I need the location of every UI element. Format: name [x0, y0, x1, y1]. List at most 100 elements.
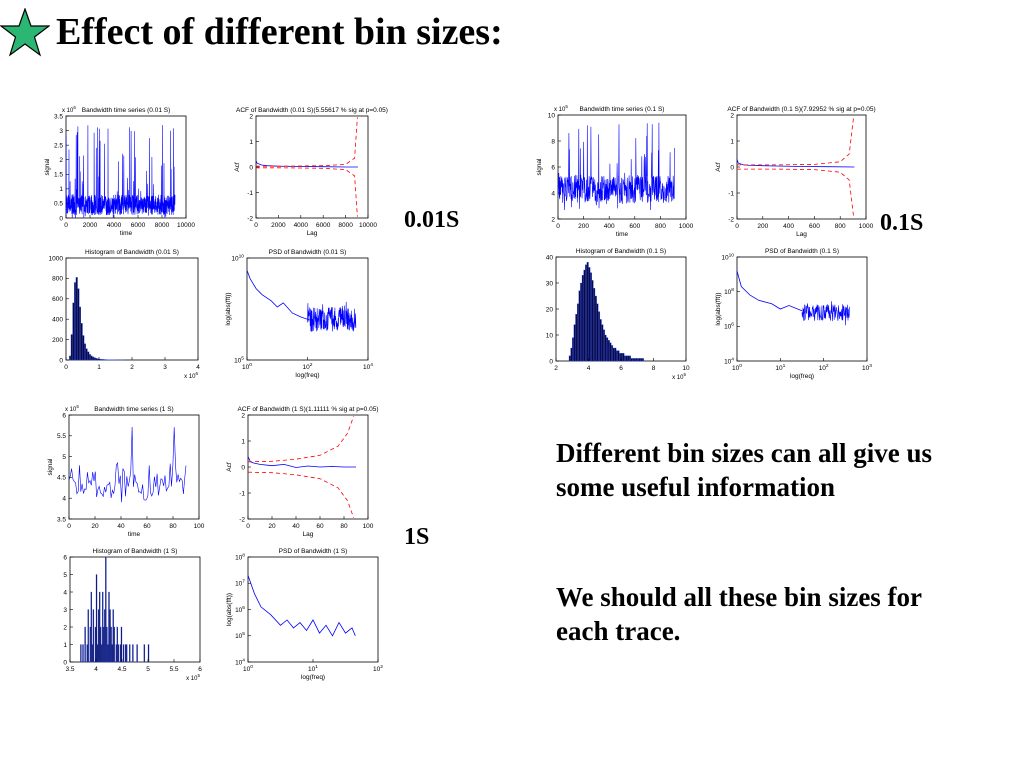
- histogram-bar: [85, 348, 88, 361]
- series-line: [246, 270, 314, 322]
- y-axis-label: signal: [47, 458, 54, 476]
- x-tick-label: 8: [652, 365, 656, 372]
- y-tick-label: 0: [241, 464, 245, 471]
- histogram-bar: [112, 609, 114, 663]
- histogram-bar: [111, 644, 113, 663]
- y-axis-label: signal: [44, 158, 51, 176]
- series-line: [65, 125, 176, 219]
- histogram-bar: [588, 267, 591, 362]
- y-tick-label: 3.5: [57, 516, 66, 523]
- y-tick-label: -1: [247, 190, 253, 197]
- series-line: [68, 426, 187, 503]
- y-tick-label: 1: [249, 139, 253, 146]
- y-tick-label: 3: [59, 128, 63, 135]
- histogram-bar: [102, 591, 104, 663]
- x-tick-label: 3: [163, 364, 167, 371]
- x-tick-label: 100: [242, 362, 252, 371]
- histogram-bar: [625, 355, 628, 362]
- histogram-bar: [98, 591, 101, 663]
- x-tick-label: 0: [64, 222, 68, 229]
- y-tick-label: 4: [551, 190, 555, 197]
- x-tick-label: 0: [64, 364, 68, 371]
- histogram-bar: [90, 591, 92, 663]
- histogram-bar: [607, 340, 610, 362]
- y-tick-label: 5.5: [57, 433, 66, 440]
- x-tick-label: 5: [146, 666, 150, 673]
- histogram-bar: [94, 626, 97, 663]
- x-tick-label: 102: [373, 664, 383, 673]
- y-tick-label: 2: [59, 157, 63, 164]
- histogram-bar: [598, 311, 601, 362]
- x-tick-label: 2000: [271, 222, 286, 229]
- histogram-bar: [143, 644, 146, 663]
- x-tick-label: 800: [655, 223, 666, 230]
- y-tick-label: 106: [724, 322, 734, 331]
- y-tick-label: 0: [249, 164, 253, 171]
- y-tick-label: 6: [551, 164, 555, 171]
- histogram-bar: [615, 350, 618, 362]
- histogram-bar: [589, 272, 592, 362]
- histogram-bar: [599, 319, 602, 362]
- x-axis-label: log(freq): [301, 674, 325, 681]
- series-line: [256, 117, 358, 167]
- chart-title: Bandwidth time series (1 S): [94, 406, 173, 413]
- note-all-bin-sizes: We should all these bin sizes for each t…: [556, 582, 922, 646]
- histogram-bar: [633, 358, 636, 362]
- histogram-bar: [74, 282, 77, 361]
- y-axis-label: Acf: [715, 162, 722, 172]
- histogram-bar: [84, 343, 86, 361]
- y-tick-label: 1000: [49, 255, 64, 262]
- histogram-bar: [88, 354, 91, 361]
- x-tick-label: 1000: [679, 223, 694, 230]
- y-tick-label: -1: [239, 490, 245, 497]
- series-line: [736, 159, 855, 168]
- x-tick-label: 600: [629, 223, 640, 230]
- note-useful-information: Different bin sizes can all give us some…: [556, 438, 932, 502]
- histogram-bar: [147, 644, 150, 663]
- y-tick-label: 106: [235, 605, 245, 614]
- histogram-bar: [581, 275, 584, 362]
- histogram-bar: [101, 644, 103, 663]
- y-axis-label: log(abs(fft)): [226, 593, 233, 626]
- x-tick-label: 80: [169, 523, 177, 530]
- histogram-bar: [612, 347, 615, 362]
- x-tick-label: 60: [316, 523, 324, 530]
- y-tick-label: -2: [728, 216, 734, 223]
- x-tick-label: 2000: [83, 222, 98, 229]
- histogram-bar: [575, 314, 578, 362]
- histogram-bar: [75, 277, 78, 361]
- histogram-bar: [132, 644, 134, 663]
- x-tick-label: 40: [292, 523, 300, 530]
- chart-title: Histogram of Bandwidth (0.01 S): [85, 249, 179, 256]
- chart-histogram-001: 0 1 2 3 4 0 200 400 600 800 1000 Histogram of Bandw…: [49, 249, 201, 380]
- bin-label-1: 1S: [404, 524, 430, 550]
- x-tick-label: 8000: [155, 222, 170, 229]
- histogram-bar: [622, 353, 625, 362]
- x-tick-label: 100: [363, 523, 374, 530]
- y-tick-label: 4: [62, 496, 66, 503]
- x-tick-label: 100: [194, 523, 205, 530]
- y-tick-label: 1: [730, 138, 734, 145]
- series-line: [247, 575, 356, 637]
- y-multiplier: x 106: [62, 105, 76, 114]
- histogram-bar: [79, 306, 82, 361]
- x-tick-label: 6000: [131, 222, 146, 229]
- chart-title: ACF of Bandwidth (0.1 S)(7.92952 % sig a…: [727, 106, 875, 113]
- chart-timeseries-001: 0 2000 4000 6000 8000 10000 0 0.5 1 1.5 2 2.5 3 3.5 Ba…: [44, 105, 195, 237]
- x-axis-label: Lag: [303, 531, 314, 538]
- series-line: [256, 167, 358, 217]
- histogram-bar: [91, 644, 94, 663]
- histogram-bar: [93, 357, 96, 361]
- chart-title: ACF of Bandwidth (0.01 S)(5.55617 % sig …: [236, 107, 388, 114]
- histogram-bar: [108, 591, 110, 663]
- y-tick-label: 108: [235, 552, 245, 561]
- chart-title: Histogram of Bandwidth (0.1 S): [576, 248, 666, 255]
- histogram-bar: [594, 295, 597, 362]
- histogram-bar: [637, 358, 640, 362]
- series-line: [737, 116, 855, 166]
- histogram-bar: [110, 626, 112, 663]
- histogram-bar: [92, 356, 95, 361]
- x-tick-label: 20: [91, 523, 99, 530]
- chart-timeseries-1: 0 20 40 60 80 100 3.5 4 4.5 5 5.5 6 Bandwidth time s…: [47, 404, 205, 538]
